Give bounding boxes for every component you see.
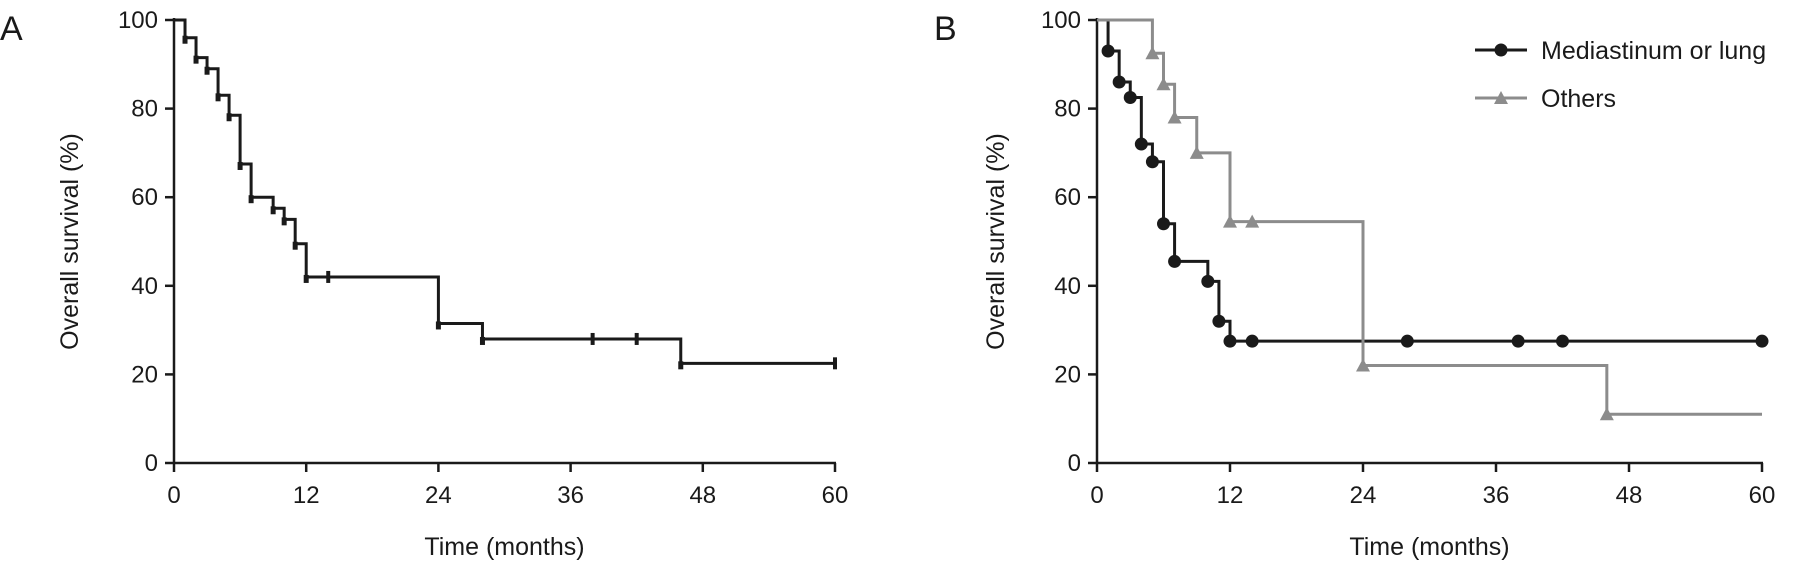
data-point-circle [1123,91,1137,105]
y-tick-label: 80 [1054,96,1081,123]
data-point-circle [1223,334,1237,348]
y-tick-label: 0 [1068,450,1081,477]
x-tick-label: 36 [1483,482,1510,509]
x-tick-label: 12 [293,482,320,509]
series-others [1097,18,1762,421]
data-point-circle [1134,137,1148,151]
y-tick-label: 100 [118,7,158,34]
data-point-triangle [1245,214,1260,228]
legend-marker-triangle [1494,91,1508,104]
data-point-circle [1511,334,1525,348]
x-tick-label: 0 [1090,482,1103,509]
survival-curve [1097,18,1762,416]
x-axis-title: Time (months) [1349,533,1509,561]
y-tick-label: 100 [1041,7,1081,34]
data-point-circle [1556,334,1569,348]
data-point-triangle [1167,110,1182,124]
data-point-circle [1112,75,1126,89]
data-point-circle [1245,334,1259,348]
y-tick-label: 60 [131,184,158,211]
legend-label: Mediastinum or lung [1541,37,1766,65]
legend-marker-circle [1494,43,1508,57]
data-point-triangle [1223,214,1237,228]
x-tick-label: 0 [167,482,180,509]
x-tick-label: 24 [425,482,452,509]
y-tick-label: 20 [1054,361,1081,388]
data-point-triangle [1599,407,1614,421]
data-point-triangle [1145,46,1160,60]
data-point-triangle [1156,77,1171,91]
data-point-circle [1400,334,1414,348]
data-point-circle [1755,334,1769,348]
chart-panel-b: B 0 20 40 60 80 100 0 12 24 36 48 60 Time (months) Ove… [934,7,1775,561]
series-mediastinum-or-lung [1097,18,1769,348]
y-axis-title: Overall survival (%) [982,133,1010,350]
data-point-circle [1212,314,1226,328]
data-point-circle [1101,44,1115,58]
data-point-circle [1145,155,1159,169]
data-point-triangle [1189,145,1204,159]
legend-label: Others [1541,85,1616,113]
data-point-circle [1201,274,1215,288]
y-tick-label: 60 [1054,184,1081,211]
chart-panel-a: A 0 20 40 60 80 100 0 12 24 36 48 60 Time (months) Ove… [0,7,848,561]
data-point-circle [1168,254,1182,268]
x-tick-label: 48 [1616,482,1643,509]
data-point-circle [1157,217,1170,231]
y-tick-label: 20 [131,361,158,388]
x-tick-label: 24 [1350,482,1377,509]
data-point-triangle [1356,358,1370,372]
x-tick-label: 12 [1217,482,1244,509]
x-axis-title: Time (months) [424,533,584,561]
y-tick-label: 40 [1054,273,1081,300]
x-tick-label: 60 [1749,482,1776,509]
y-axis-title: Overall survival (%) [56,133,84,350]
panel-letter: A [0,10,23,48]
survival-curve [1097,18,1762,343]
legend: Mediastinum or lung Others [1475,37,1766,113]
series-overall [174,18,837,370]
y-tick-label: 40 [131,273,158,300]
y-tick-label: 0 [145,450,158,477]
x-tick-label: 48 [689,482,716,509]
y-tick-label: 80 [131,96,158,123]
survival-curve [174,18,835,365]
x-tick-label: 60 [822,482,849,509]
x-tick-label: 36 [557,482,584,509]
panel-letter: B [934,10,957,48]
